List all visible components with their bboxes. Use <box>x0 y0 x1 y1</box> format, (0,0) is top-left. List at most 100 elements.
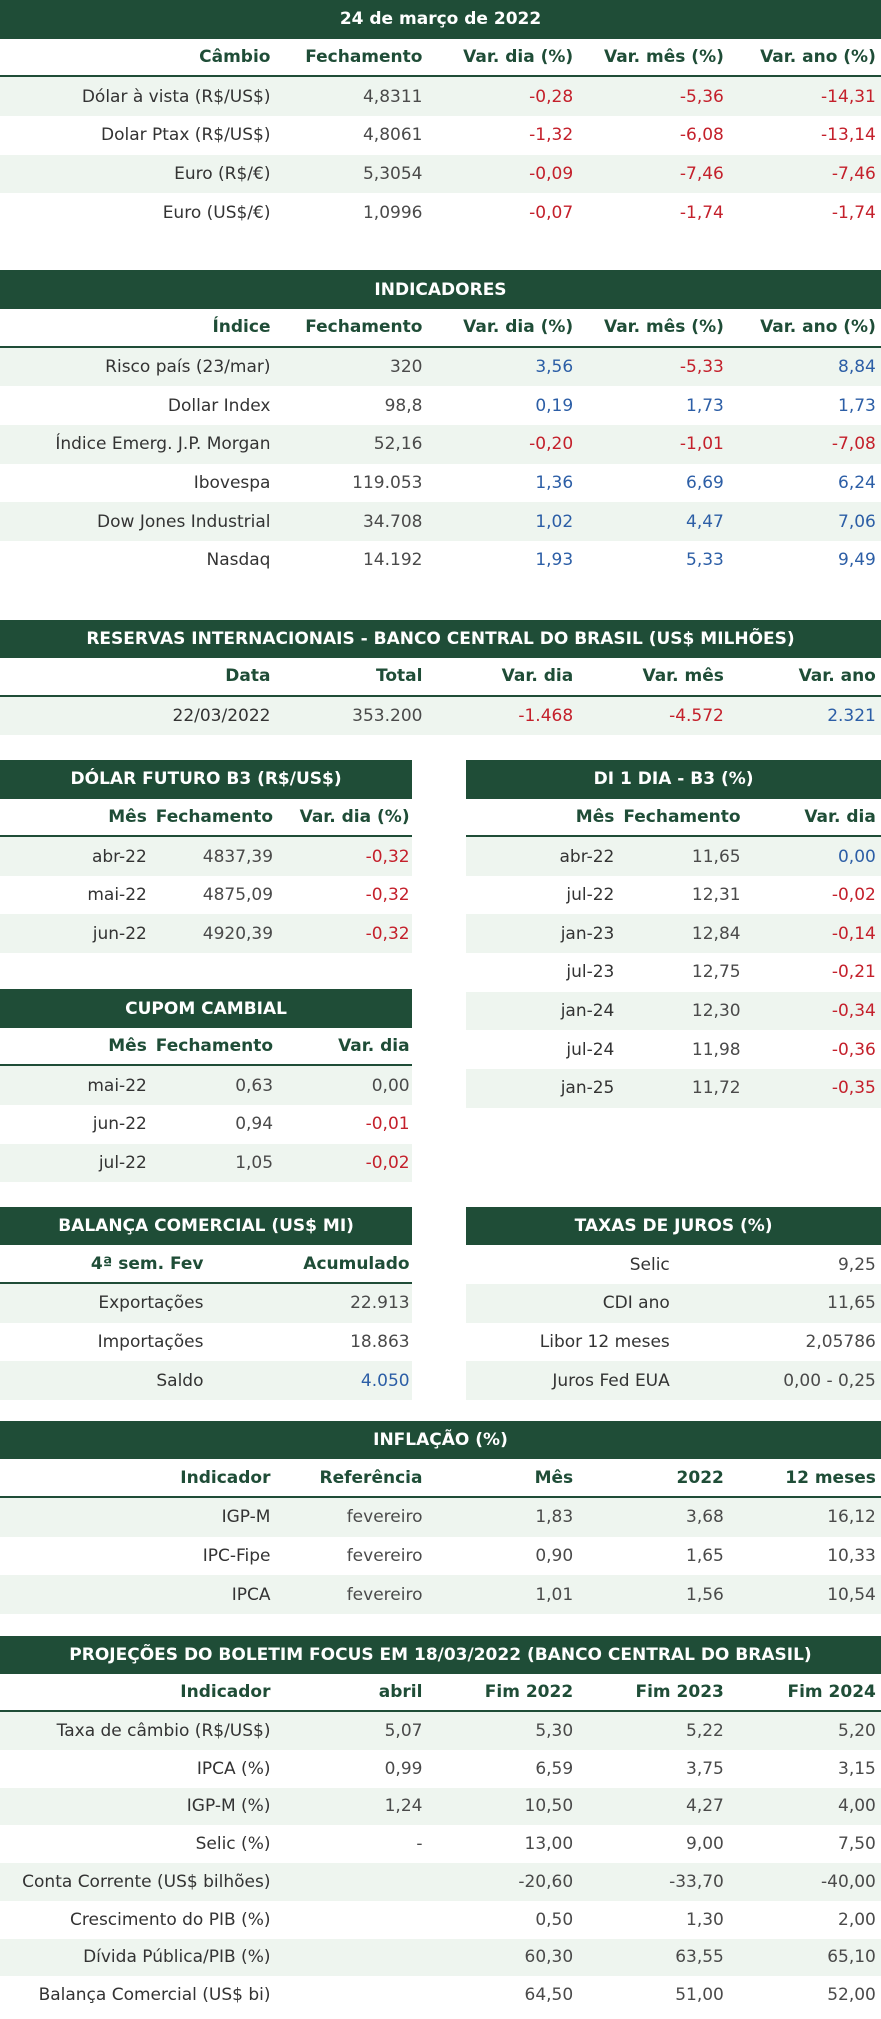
cell-value: 4,00 <box>838 1796 876 1817</box>
table-row: Dow Jones Industrial 34.708 1,02 4,47 7,06 <box>0 502 881 541</box>
column-header: Câmbio <box>199 46 271 67</box>
table-title: TAXAS DE JUROS (%) <box>466 1206 881 1246</box>
row-label: Dólar à vista (R$/US$) <box>81 86 271 107</box>
cell-value: 5,3054 <box>362 163 423 184</box>
cell-value: 98,8 <box>384 395 423 416</box>
column-header: Var. dia <box>804 806 876 827</box>
table-row: IPCA fevereiro 1,01 1,56 10,54 <box>0 1575 881 1614</box>
row-label: abr-22 <box>559 846 615 867</box>
column-header: Mês <box>108 1036 147 1057</box>
column-header: Var. mês (%) <box>603 317 724 338</box>
row-label: Taxa de câmbio (R$/US$) <box>56 1721 271 1741</box>
cell-value: -0,21 <box>831 962 876 983</box>
cell-value: 2,05786 <box>805 1332 876 1353</box>
cell-value: 1,36 <box>535 472 574 493</box>
table-row: Exportações 22.913 <box>0 1284 413 1323</box>
cell-value: fevereiro <box>346 1545 423 1566</box>
cell-value: 0,50 <box>535 1909 574 1930</box>
cell-value: -0,34 <box>831 1001 876 1022</box>
cell-value: 0,00 <box>837 846 876 867</box>
table-title: 24 de março de 2022 <box>0 0 881 39</box>
row-label: jun-22 <box>92 1114 147 1135</box>
row-label: jul-22 <box>98 1153 147 1174</box>
cell-value: 1,73 <box>686 395 724 416</box>
cell-value: 0,90 <box>535 1545 574 1566</box>
row-label: Dívida Pública/PIB (%) <box>83 1947 271 1968</box>
cell-value: 1,73 <box>838 395 876 416</box>
column-header: 12 meses <box>785 1467 876 1488</box>
row-label: IGP-M <box>221 1507 271 1528</box>
column-header: Fechamento <box>305 46 423 67</box>
cell-value: 11,65 <box>691 846 741 867</box>
cell-value: -5,36 <box>679 86 724 107</box>
table-row: Euro (US$/€) 1,0996 -0,07 -1,74 -1,74 <box>0 193 881 232</box>
header-row: Mês Fechamento Var. dia (%) <box>0 799 413 838</box>
row-label: Juros Fed EUA <box>552 1370 670 1391</box>
cell-value: 7,50 <box>838 1834 876 1855</box>
cell-value: -0,32 <box>365 885 410 906</box>
header-row: Mês Fechamento Var. dia <box>466 799 881 838</box>
cell-value: -0,02 <box>365 1153 410 1174</box>
cell-value: -20,60 <box>518 1871 574 1892</box>
cell-value: 14.192 <box>362 550 423 571</box>
column-header: Índice <box>212 317 271 338</box>
cell-value: 11,72 <box>691 1078 741 1099</box>
column-header: Fechamento <box>155 806 274 827</box>
cell-value: 6,59 <box>535 1758 574 1779</box>
cell-value: 1,93 <box>535 550 574 571</box>
cell-value: -33,70 <box>669 1871 724 1892</box>
cell-value: 3,15 <box>838 1758 876 1779</box>
column-header: Var. ano (%) <box>760 46 876 67</box>
table-row: jun-22 0,94 -0,01 <box>0 1105 412 1144</box>
table-title: INDICADORES <box>0 270 881 310</box>
header-row: Indicador abril Fim 2022 Fim 2023 Fim 2024 <box>0 1674 881 1713</box>
column-header: Var. dia (%) <box>299 806 410 827</box>
row-label: Selic <box>629 1254 670 1275</box>
cell-value: 10,33 <box>827 1545 876 1566</box>
table-row: abr-22 4837,39 -0,32 <box>0 837 413 876</box>
cell-value: 22.913 <box>350 1293 410 1314</box>
row-label: Selic (%) <box>195 1834 271 1855</box>
cell-value: 3,68 <box>686 1507 724 1528</box>
cell-value: 9,00 <box>686 1834 724 1855</box>
column-header: Var. ano (%) <box>760 317 876 338</box>
cell-value: 52,00 <box>827 1985 876 2006</box>
cell-value: -0,35 <box>831 1078 876 1099</box>
cell-value: 4875,09 <box>202 885 274 906</box>
cell-value: 64,50 <box>524 1985 574 2006</box>
cell-value: 4,8061 <box>362 125 423 146</box>
table-title: INFLAÇÃO (%) <box>0 1420 881 1460</box>
row-label: jun-22 <box>92 923 147 944</box>
cell-value: -6,08 <box>679 125 724 146</box>
cell-value: 3,75 <box>686 1758 724 1779</box>
cell-value: 5,30 <box>535 1721 574 1741</box>
cell-value: 8,84 <box>838 357 876 378</box>
cell-value: 1,05 <box>235 1153 274 1174</box>
column-header: Fim 2024 <box>787 1682 876 1703</box>
cell-value: -7,08 <box>831 434 876 455</box>
table-title: CUPOM CAMBIAL <box>0 989 413 1028</box>
row-label: Balança Comercial (US$ bi) <box>38 1985 271 2006</box>
table-row: IGP-M fevereiro 1,83 3,68 16,12 <box>0 1497 881 1537</box>
table-row: Nasdaq 14.192 1,93 5,33 9,49 <box>0 541 881 580</box>
table-row: CDI ano 11,65 <box>466 1284 881 1323</box>
cell-value: 3,56 <box>535 357 574 378</box>
column-header: Fechamento <box>155 1036 274 1057</box>
cell-value: 5,20 <box>838 1721 876 1741</box>
column-header: Var. dia <box>338 1036 410 1057</box>
header-row: 4ª sem. Fev Acumulado <box>0 1245 413 1285</box>
column-header: Indicador <box>180 1682 271 1703</box>
header-row: Câmbio Fechamento Var. dia (%) Var. mês (%)… <box>0 39 881 78</box>
cell-value: 4,27 <box>686 1796 724 1817</box>
row-label: Índice Emerg. J.P. Morgan <box>55 434 271 455</box>
cell-value: 4837,39 <box>202 846 274 867</box>
table-row: IGP-M (%) 1,24 10,50 4,27 4,00 <box>0 1787 881 1826</box>
cell-value: -0,01 <box>365 1114 410 1135</box>
row-label: jul-23 <box>566 962 615 983</box>
cell-value: -0,09 <box>529 163 574 184</box>
table-title: PROJEÇÕES DO BOLETIM FOCUS EM 18/03/2022… <box>0 1635 881 1675</box>
table-row: jul-22 12,31 -0,02 <box>466 876 881 915</box>
cell-value: 2,00 <box>838 1909 876 1930</box>
cell-value: -14,31 <box>821 86 876 107</box>
row-label: Saldo <box>156 1370 204 1391</box>
